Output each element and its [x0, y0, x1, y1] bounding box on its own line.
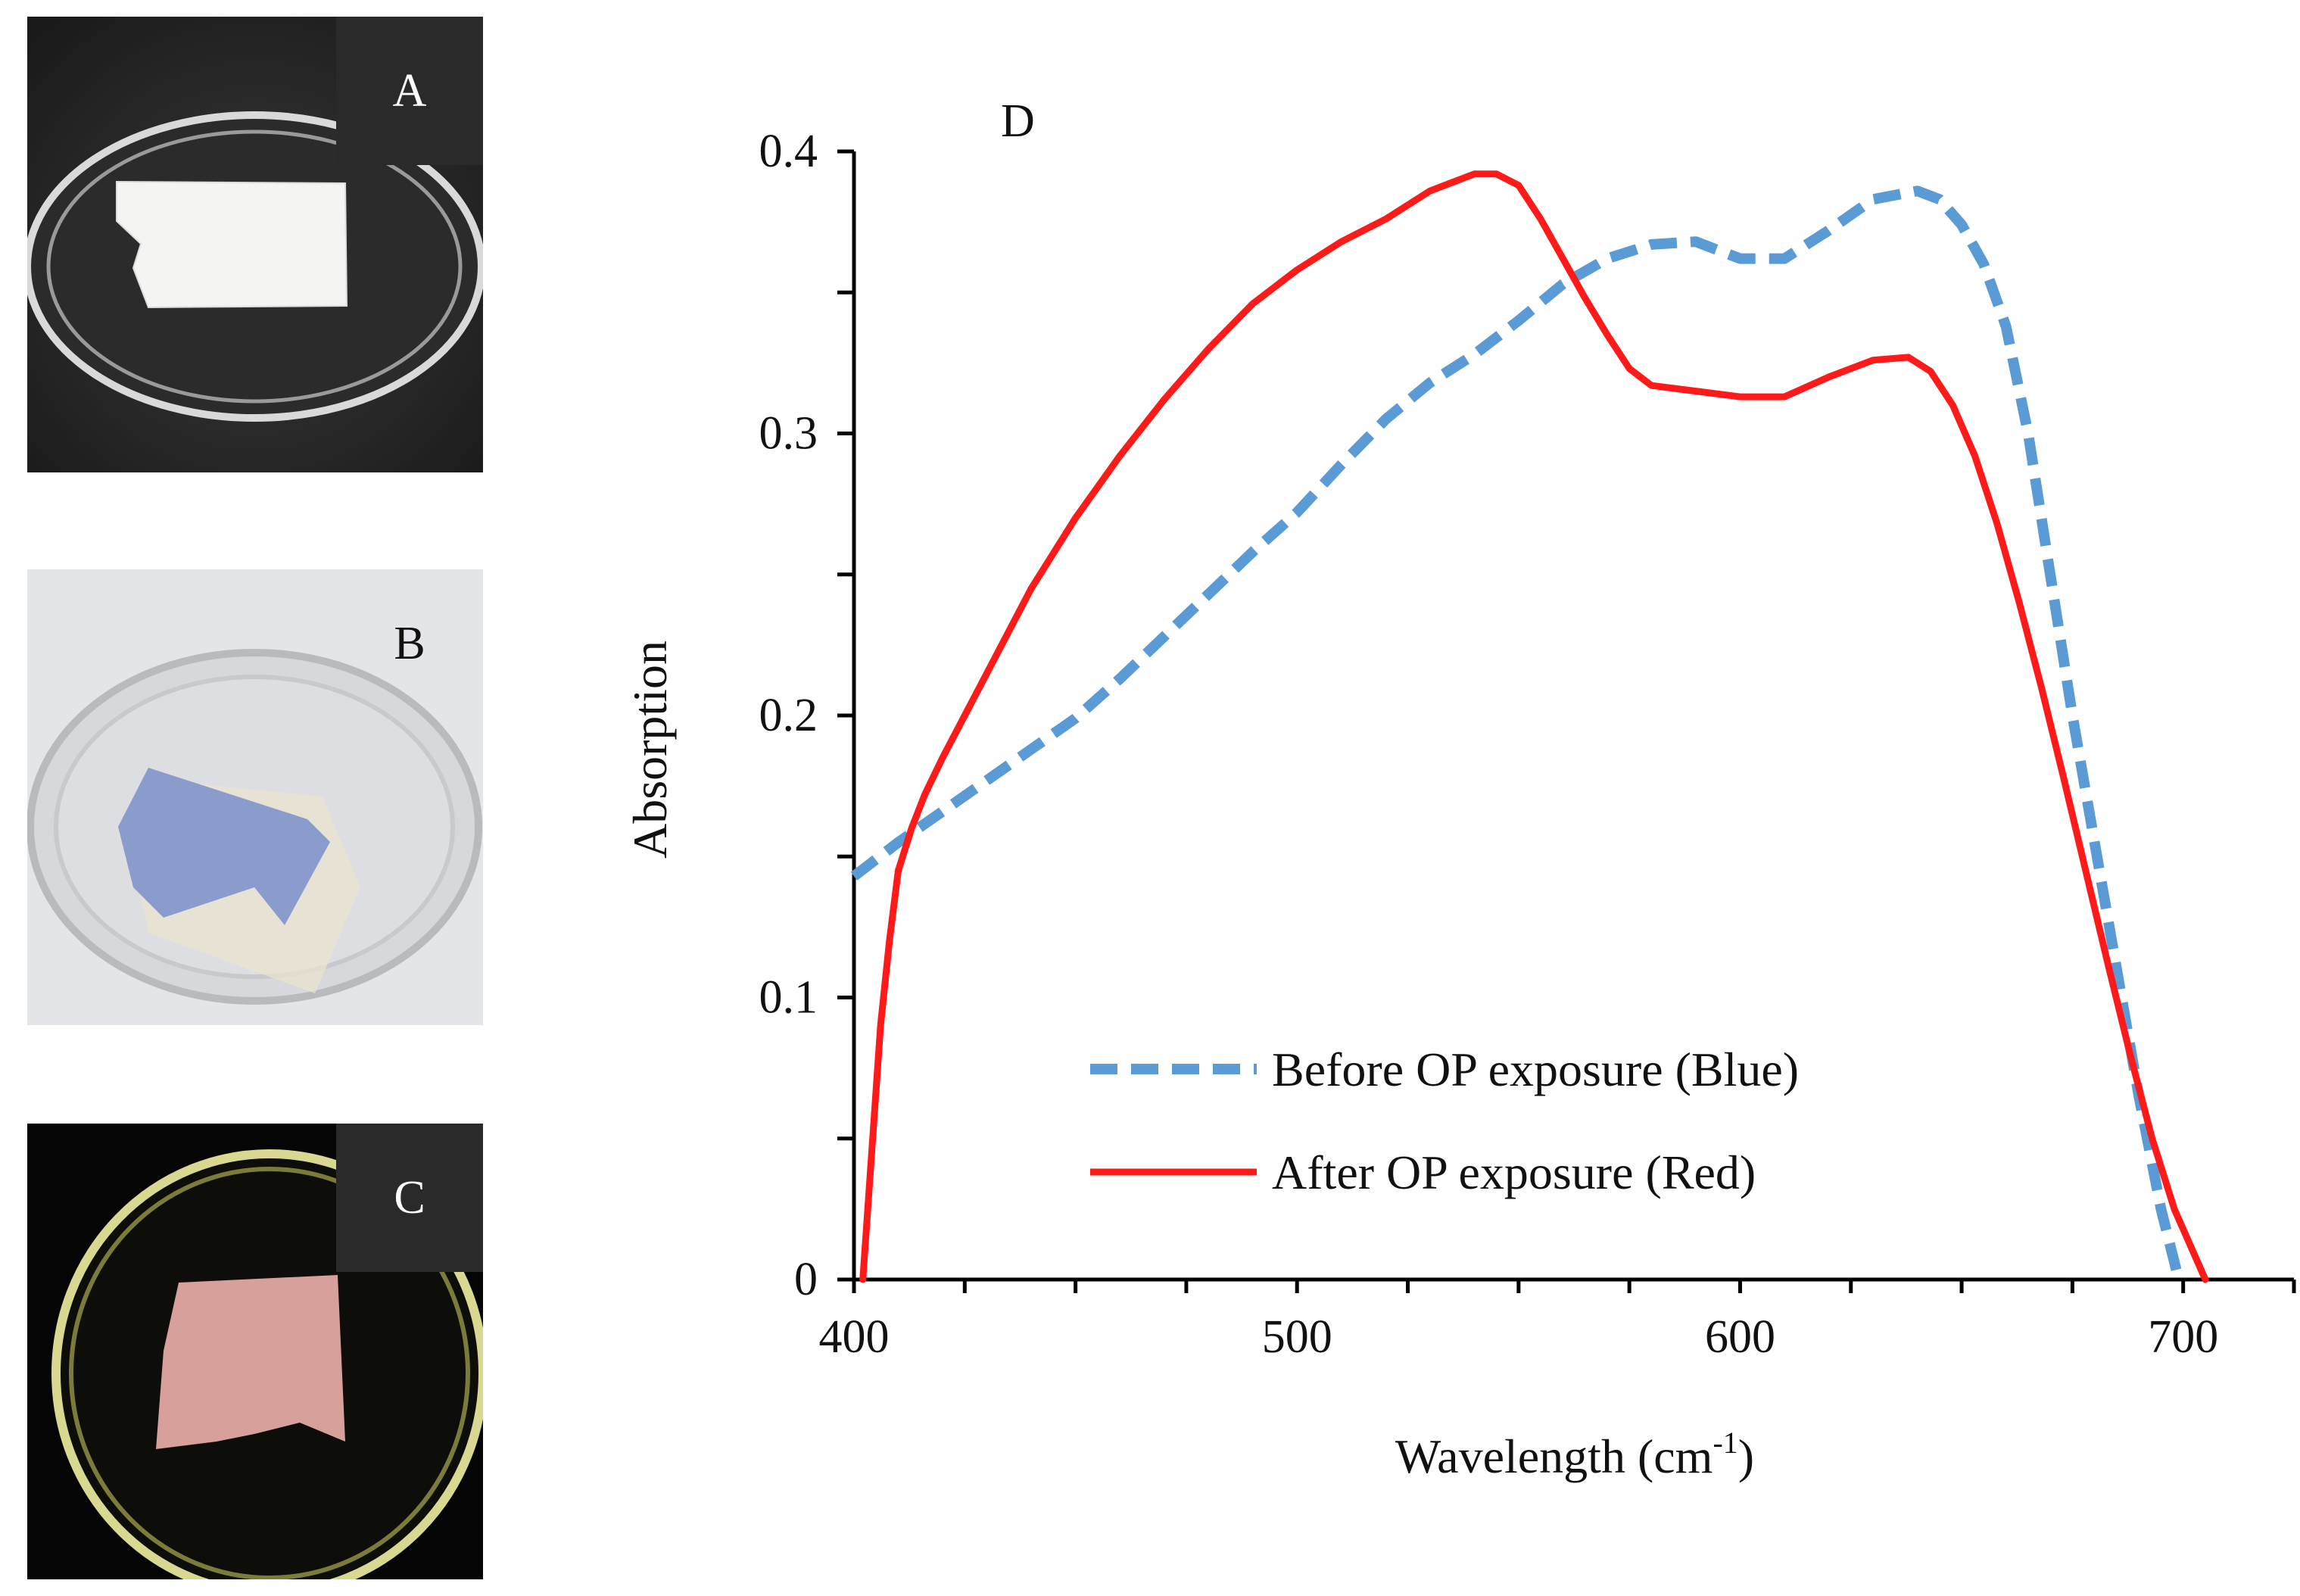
chart-ticks: 0 0.1 0.2 0.3 0.4 400 500 600 700 — [759, 126, 2296, 1363]
y-tick-label: 0 — [794, 1254, 818, 1305]
y-tick-label: 0.4 — [759, 126, 818, 177]
photo-panel-c: C — [27, 1124, 483, 1579]
x-tick-label: 400 — [819, 1311, 890, 1363]
x-axis-label-superscript: -1 — [1713, 1426, 1737, 1460]
x-tick-label: 600 — [1705, 1311, 1775, 1363]
chart-series — [850, 170, 2209, 1283]
panel-label-c: C — [336, 1124, 483, 1272]
y-tick-label: 0.1 — [759, 972, 818, 1024]
panel-label-a: A — [336, 17, 483, 165]
x-axis-label: Wavelength (cm-1) — [1395, 1426, 1754, 1483]
panel-label-b: B — [394, 618, 425, 669]
chart-axes — [852, 151, 2294, 1282]
after-op-exposure-line — [859, 170, 2209, 1283]
x-axis-label-end: ) — [1738, 1429, 1754, 1483]
before-op-exposure-line — [850, 185, 2184, 1281]
photo-panel-b: B — [27, 569, 483, 1025]
x-tick-label: 700 — [2148, 1311, 2218, 1363]
x-tick-label: 500 — [1262, 1311, 1332, 1363]
y-axis-label: Absorption — [623, 641, 677, 859]
legend-label: Before OP exposure (Blue) — [1272, 1043, 1799, 1096]
petri-dish-blue-paper-photo — [27, 569, 483, 1025]
x-axis-label-text: Wavelength (cm — [1395, 1429, 1713, 1483]
y-tick-label: 0.2 — [759, 690, 818, 741]
photo-panel-a: A — [27, 17, 483, 472]
y-tick-label: 0.3 — [759, 408, 818, 460]
chart-legend: Before OP exposure (Blue) After OP exposu… — [1090, 1043, 1799, 1199]
panel-label-d: D — [1001, 95, 1035, 147]
legend-label: After OP exposure (Red) — [1272, 1146, 1756, 1199]
